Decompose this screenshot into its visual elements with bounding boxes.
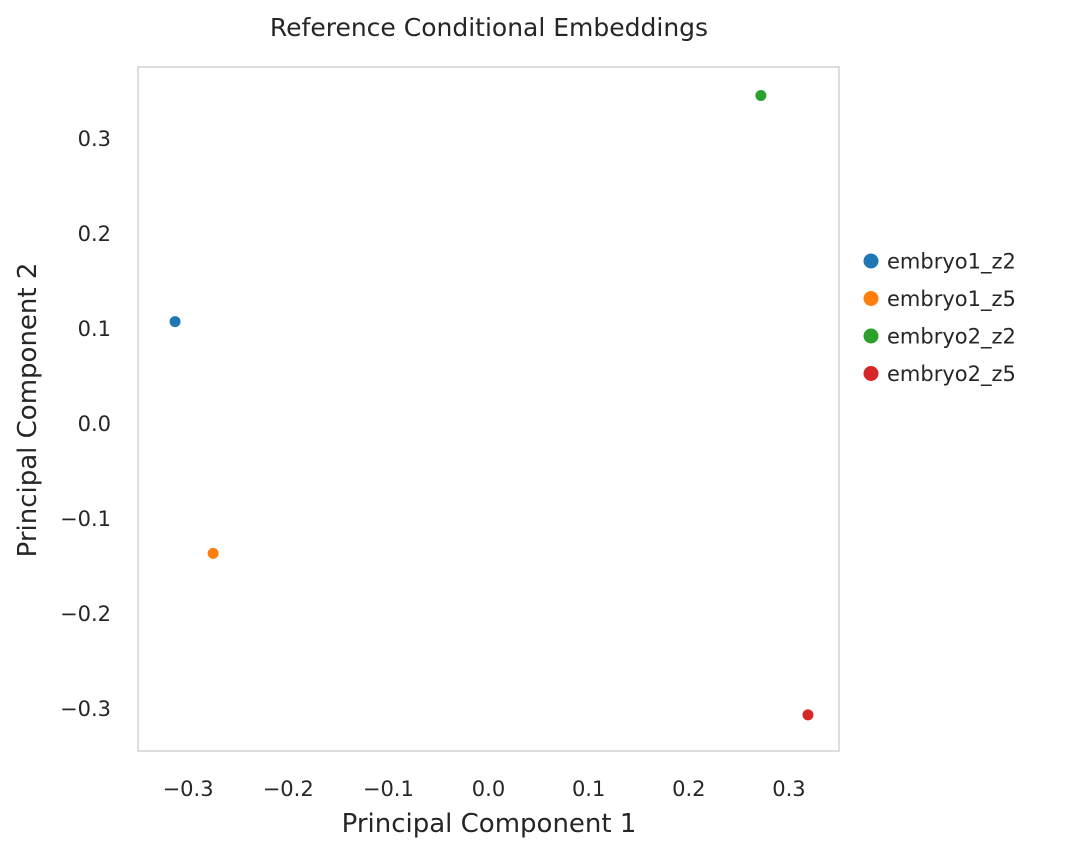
legend-marker [863,253,879,269]
legend-label: embryo2_z5 [887,362,1016,387]
x-tick-label: −0.3 [163,777,214,801]
x-tick-label: 0.0 [472,777,505,801]
legend-label: embryo1_z2 [887,250,1016,275]
y-tick-label: 0.1 [78,317,111,341]
legend-label: embryo2_z2 [887,325,1016,350]
x-tick-label: 0.2 [672,777,705,801]
x-tick-label: 0.3 [772,777,805,801]
y-tick-label: 0.2 [78,222,111,246]
y-tick-label: −0.2 [60,602,111,626]
x-tick-label: −0.2 [263,777,314,801]
y-axis-ticks: −0.3 −0.2 −0.1 0.0 0.1 0.2 0.3 [60,127,111,721]
legend-marker [863,328,879,344]
y-tick-label: −0.1 [60,507,111,531]
x-axis-ticks: −0.3 −0.2 −0.1 0.0 0.1 0.2 0.3 [163,777,806,801]
y-axis-label: Principal Component 2 [13,263,43,558]
x-tick-label: −0.1 [363,777,414,801]
data-point [802,709,814,721]
y-tick-label: 0.3 [78,127,111,151]
legend-marker [863,366,879,381]
x-axis-label: Principal Component 1 [342,809,637,839]
data-point [755,90,767,101]
data-point [169,316,181,328]
legend-marker [863,291,879,306]
data-point [207,547,219,559]
y-tick-label: −0.3 [60,697,111,721]
plot-frame [137,66,840,752]
data-points [169,90,814,721]
y-tick-label: 0.0 [78,412,111,436]
chart-title: Reference Conditional Embeddings [270,13,708,42]
legend: embryo1_z2 embryo1_z5 embryo2_z2 embryo2_z5 [863,250,1016,387]
x-tick-label: 0.1 [572,777,605,801]
legend-label: embryo1_z5 [887,287,1016,312]
